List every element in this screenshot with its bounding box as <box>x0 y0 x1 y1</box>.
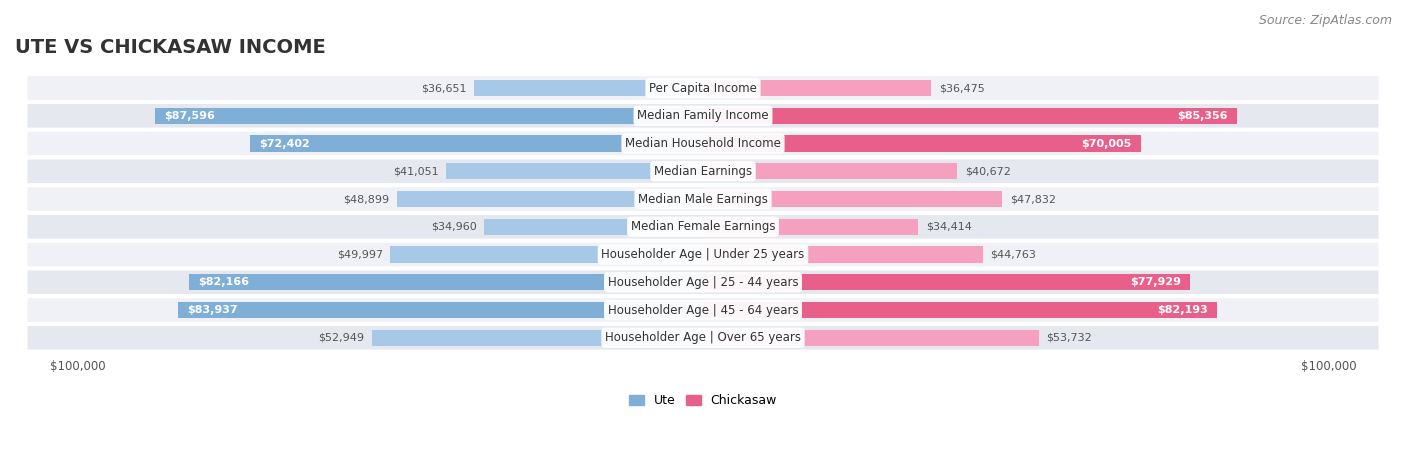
Legend: Ute, Chickasaw: Ute, Chickasaw <box>624 389 782 412</box>
FancyBboxPatch shape <box>28 104 1378 127</box>
Bar <box>484 219 703 235</box>
FancyBboxPatch shape <box>28 132 1378 156</box>
Text: Householder Age | Under 25 years: Householder Age | Under 25 years <box>602 248 804 261</box>
Text: $49,997: $49,997 <box>336 249 382 260</box>
Bar <box>391 247 703 262</box>
Text: $53,732: $53,732 <box>1046 333 1092 343</box>
Text: Median Family Income: Median Family Income <box>637 109 769 122</box>
Bar <box>396 191 703 207</box>
Bar <box>703 191 1002 207</box>
FancyBboxPatch shape <box>28 326 1378 349</box>
Text: Source: ZipAtlas.com: Source: ZipAtlas.com <box>1258 14 1392 27</box>
Bar <box>188 274 703 290</box>
Bar <box>155 108 703 124</box>
Text: $83,937: $83,937 <box>187 305 238 315</box>
Bar <box>446 163 703 179</box>
Bar <box>474 80 703 96</box>
Bar <box>179 302 703 318</box>
Text: $52,949: $52,949 <box>318 333 364 343</box>
FancyBboxPatch shape <box>28 215 1378 239</box>
FancyBboxPatch shape <box>28 160 1378 183</box>
FancyBboxPatch shape <box>28 298 1378 322</box>
Text: $36,651: $36,651 <box>420 83 467 93</box>
Text: $82,193: $82,193 <box>1157 305 1208 315</box>
Bar <box>703 302 1218 318</box>
FancyBboxPatch shape <box>28 76 1378 100</box>
Text: Householder Age | Over 65 years: Householder Age | Over 65 years <box>605 331 801 344</box>
Text: $44,763: $44,763 <box>990 249 1036 260</box>
Text: Per Capita Income: Per Capita Income <box>650 82 756 94</box>
Bar <box>703 330 1039 346</box>
Text: UTE VS CHICKASAW INCOME: UTE VS CHICKASAW INCOME <box>15 38 326 57</box>
Text: Median Earnings: Median Earnings <box>654 165 752 178</box>
Bar <box>371 330 703 346</box>
Text: $34,960: $34,960 <box>432 222 477 232</box>
Bar <box>703 274 1191 290</box>
Text: Median Male Earnings: Median Male Earnings <box>638 192 768 205</box>
Bar <box>703 135 1140 152</box>
Text: $85,356: $85,356 <box>1177 111 1227 121</box>
Text: Householder Age | 25 - 44 years: Householder Age | 25 - 44 years <box>607 276 799 289</box>
Bar <box>703 80 931 96</box>
Text: $77,929: $77,929 <box>1130 277 1181 287</box>
FancyBboxPatch shape <box>28 270 1378 294</box>
Text: $87,596: $87,596 <box>165 111 215 121</box>
FancyBboxPatch shape <box>28 187 1378 211</box>
FancyBboxPatch shape <box>28 243 1378 266</box>
Text: $48,899: $48,899 <box>343 194 389 204</box>
Bar <box>703 163 957 179</box>
Text: $70,005: $70,005 <box>1081 139 1132 149</box>
Text: Median Female Earnings: Median Female Earnings <box>631 220 775 234</box>
Text: $82,166: $82,166 <box>198 277 249 287</box>
Text: $47,832: $47,832 <box>1010 194 1056 204</box>
Bar <box>703 108 1237 124</box>
Text: Householder Age | 45 - 64 years: Householder Age | 45 - 64 years <box>607 304 799 317</box>
Bar <box>250 135 703 152</box>
Text: $36,475: $36,475 <box>939 83 984 93</box>
Text: Median Household Income: Median Household Income <box>626 137 780 150</box>
Bar <box>703 247 983 262</box>
Text: $41,051: $41,051 <box>394 166 439 176</box>
Bar <box>703 219 918 235</box>
Text: $72,402: $72,402 <box>260 139 311 149</box>
Text: $40,672: $40,672 <box>965 166 1011 176</box>
Text: $34,414: $34,414 <box>925 222 972 232</box>
